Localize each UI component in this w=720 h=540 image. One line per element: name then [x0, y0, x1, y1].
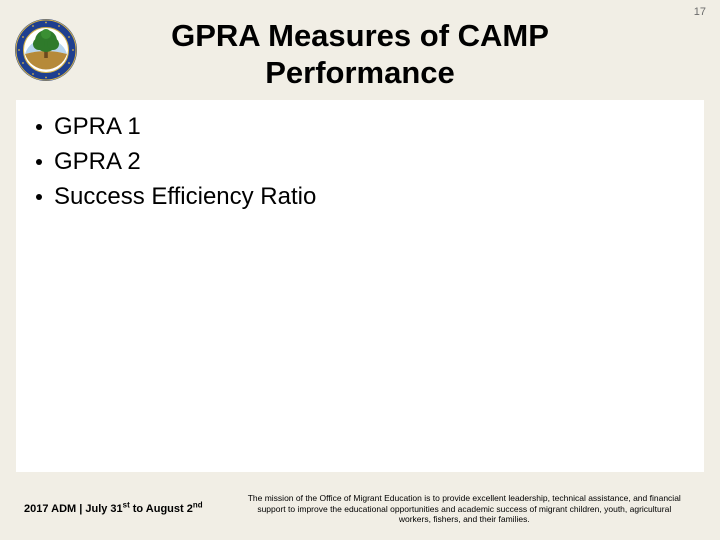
title-line-1: GPRA Measures of CAMP [171, 18, 549, 53]
slide-title: GPRA Measures of CAMP Performance [0, 18, 720, 91]
bullet-text: GPRA 2 [54, 145, 141, 178]
footer-date: 2017 ADM | July 31st to August 2nd [24, 503, 203, 515]
footer-date-mid: to August 2 [130, 503, 193, 515]
page-number: 17 [694, 6, 706, 18]
header: GPRA Measures of CAMP Performance [0, 18, 720, 98]
bullet-icon [36, 159, 42, 165]
content-panel: GPRA 1 GPRA 2 Success Efficiency Ratio [16, 100, 704, 472]
list-item: GPRA 1 [36, 110, 684, 143]
bullet-icon [36, 124, 42, 130]
footer-date-sup1: st [123, 500, 130, 509]
footer: 2017 ADM | July 31st to August 2nd The m… [0, 482, 720, 540]
mission-statement: The mission of the Office of Migrant Edu… [203, 493, 696, 525]
bullet-icon [36, 194, 42, 200]
list-item: Success Efficiency Ratio [36, 180, 684, 213]
bullet-text: Success Efficiency Ratio [54, 180, 316, 213]
list-item: GPRA 2 [36, 145, 684, 178]
title-line-2: Performance [265, 55, 455, 90]
bullet-text: GPRA 1 [54, 110, 141, 143]
bullet-list: GPRA 1 GPRA 2 Success Efficiency Ratio [36, 110, 684, 213]
footer-date-prefix: 2017 ADM | July 31 [24, 503, 123, 515]
footer-date-sup2: nd [193, 500, 203, 509]
